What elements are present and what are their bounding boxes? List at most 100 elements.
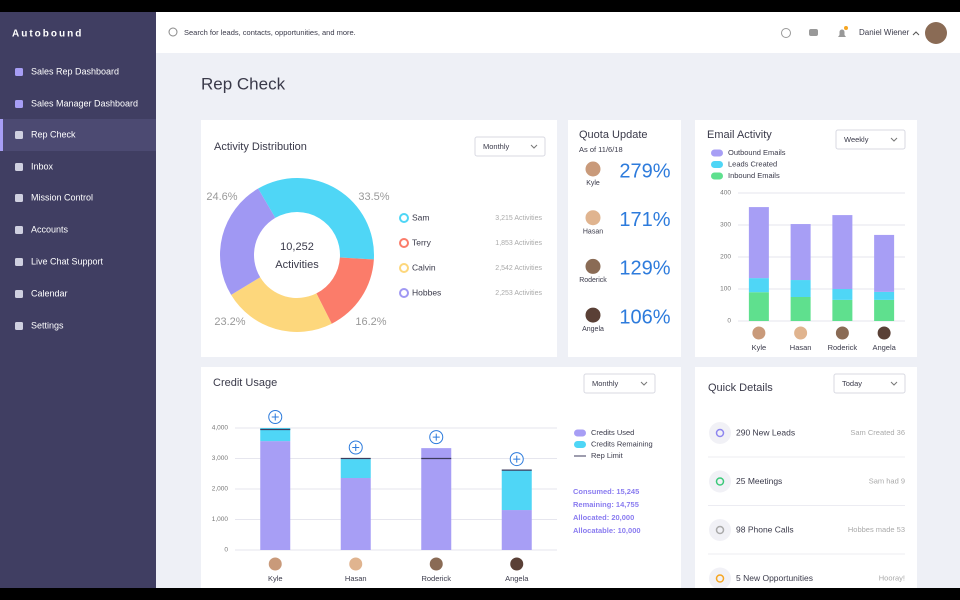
dropdown-label: Today <box>842 379 862 388</box>
card <box>695 367 917 597</box>
nav-item[interactable]: Calendar <box>31 288 68 298</box>
quota-value: 171% <box>619 209 670 231</box>
avatar <box>793 325 809 341</box>
legend-label: Credits Used <box>591 428 634 437</box>
dropdown[interactable] <box>474 136 546 157</box>
card-title: Quota Update <box>579 129 648 141</box>
legend-swatch <box>399 213 409 223</box>
nav-item[interactable]: Mission Control <box>31 192 93 202</box>
chevron <box>530 144 538 149</box>
chevron <box>890 381 898 386</box>
bar-segment <box>748 278 769 293</box>
nav-item[interactable]: Sales Manager Dashboard <box>31 98 138 108</box>
avatar <box>267 556 283 572</box>
dropdown-label: Monthly <box>592 379 619 388</box>
nav-item[interactable]: Live Chat Support <box>31 256 104 266</box>
add-glyph <box>513 455 521 463</box>
nav-icon <box>15 131 23 139</box>
bar-segment <box>260 428 291 442</box>
nav-item[interactable]: Settings <box>31 320 64 330</box>
bar-segment <box>748 207 769 279</box>
avatar[interactable] <box>925 22 947 44</box>
legend-label: Leads Created <box>728 159 777 168</box>
bar-segment <box>260 441 291 550</box>
x-tick-label: Angela <box>505 574 529 583</box>
bar-segment <box>874 234 895 292</box>
nav-item[interactable]: Accounts <box>31 224 69 234</box>
avatar <box>348 556 364 572</box>
y-tick-label: 0 <box>224 547 228 554</box>
legend-label: Rep Limit <box>591 451 624 460</box>
search-input[interactable]: Search for leads, contacts, opportunitie… <box>184 28 356 37</box>
chevron <box>640 381 648 386</box>
donut-slice <box>258 178 374 260</box>
avatar <box>584 209 602 227</box>
nav-icon <box>15 322 23 330</box>
card-title: Activity Distribution <box>214 141 307 153</box>
bell-icon[interactable] <box>838 29 846 38</box>
logo: Autobound <box>12 29 83 40</box>
bar-segment <box>874 291 895 300</box>
donut-total: 10,252 <box>280 241 314 253</box>
legend-label: Credits Remaining <box>591 439 653 448</box>
active-marker <box>0 119 3 151</box>
detail-icon <box>709 470 731 493</box>
page-title: Rep Check <box>201 74 286 93</box>
legend-detail: 2,253 Activities <box>495 290 542 297</box>
bar-segment <box>748 292 769 321</box>
x-tick-label: Kyle <box>268 574 283 583</box>
percent-label: 33.5% <box>358 191 389 203</box>
nav-icon <box>15 290 23 298</box>
detail-glyph <box>715 574 725 583</box>
dropdown[interactable] <box>833 373 906 394</box>
frame <box>0 588 960 600</box>
detail-note: Hooray! <box>879 573 905 582</box>
frame <box>0 0 960 12</box>
dropdown-label: Weekly <box>844 135 869 144</box>
nav-icon <box>15 194 23 202</box>
legend-swatch <box>399 288 409 298</box>
legend-label: Inbound Emails <box>728 171 780 180</box>
dropdown[interactable] <box>835 129 906 150</box>
x-tick-label: Hasan <box>790 343 812 352</box>
bar-segment <box>832 299 853 321</box>
chat-icon[interactable] <box>809 29 818 36</box>
y-tick-label: 4,000 <box>212 425 229 432</box>
avatar <box>834 325 850 341</box>
avatar <box>584 160 602 178</box>
quota-value: 129% <box>619 258 670 280</box>
detail-note: Sam had 9 <box>869 476 905 485</box>
legend-label: Terry <box>412 237 432 247</box>
donut-slice <box>316 257 374 324</box>
detail-label: 290 New Leads <box>736 427 795 437</box>
bar-segment <box>340 459 371 479</box>
legend-swatch <box>711 172 723 180</box>
nav-item[interactable]: Rep Check <box>31 129 76 139</box>
dropdown[interactable] <box>583 373 656 394</box>
legend-swatch <box>399 238 409 248</box>
percent-label: 16.2% <box>355 316 386 328</box>
user-name[interactable]: Daniel Wiener <box>859 28 910 37</box>
quota-value: 279% <box>619 160 670 182</box>
avatar <box>876 325 892 341</box>
x-tick-label: Kyle <box>752 343 767 352</box>
donut-slice <box>231 277 332 332</box>
nav-item[interactable]: Inbox <box>31 161 54 171</box>
rep-name: Hasan <box>583 229 603 236</box>
x-tick-label: Roderick <box>421 574 451 583</box>
avatar <box>584 257 602 275</box>
avatar <box>509 556 525 572</box>
legend-label: Hobbes <box>412 287 441 297</box>
legend-swatch <box>574 429 586 437</box>
nav-item[interactable]: Sales Rep Dashboard <box>31 66 119 76</box>
nav-icon <box>15 226 23 234</box>
add-glyph <box>271 413 279 421</box>
y-tick-label: 400 <box>720 190 731 197</box>
detail-label: 25 Meetings <box>736 476 782 486</box>
globe-icon[interactable] <box>781 28 791 38</box>
bar-segment <box>790 224 811 281</box>
bar-segment <box>832 289 853 300</box>
card-title: Credit Usage <box>213 377 277 389</box>
card-title: Email Activity <box>707 129 772 141</box>
sidebar <box>0 12 156 588</box>
